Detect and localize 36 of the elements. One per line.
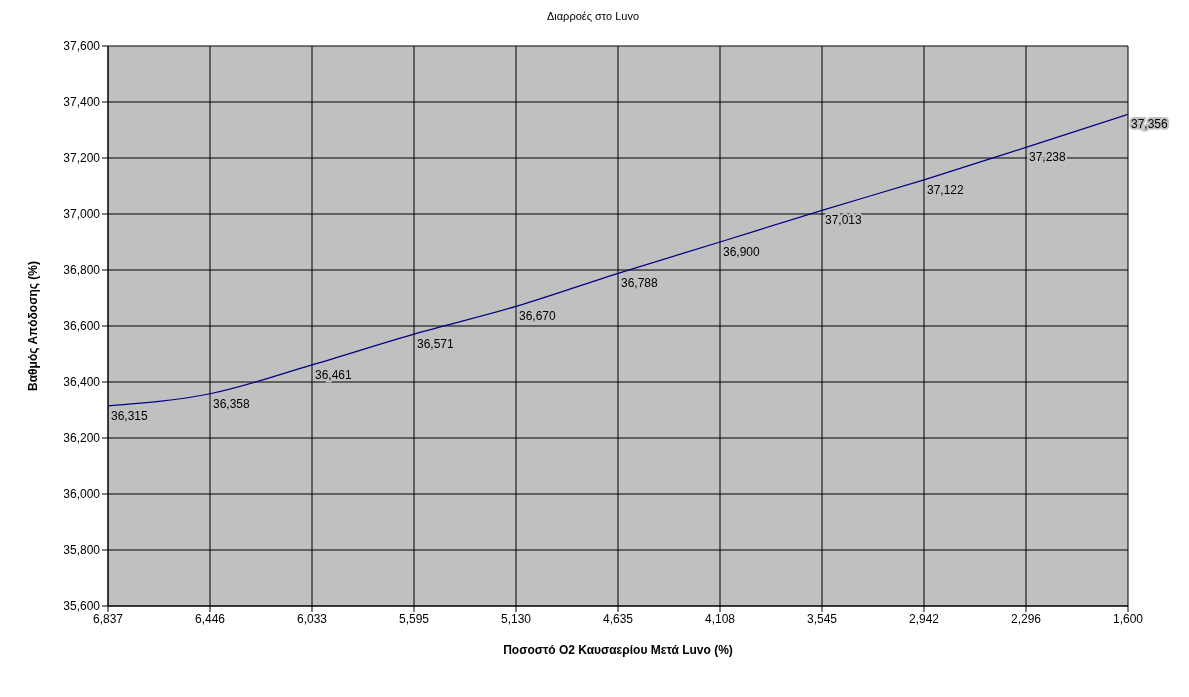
data-label: 36,461 [315, 367, 353, 382]
x-tick-label: 2,296 [1010, 611, 1042, 626]
data-label: 36,358 [213, 396, 251, 411]
x-tick-label: 6,837 [92, 611, 124, 626]
x-tick-label: 1,600 [1112, 611, 1144, 626]
x-tick-label: 4,108 [704, 611, 736, 626]
data-label: 36,670 [519, 309, 557, 324]
x-tick-label: 3,545 [806, 611, 838, 626]
x-tick-label: 6,033 [296, 611, 328, 626]
y-tick-label: 35,800 [63, 543, 101, 558]
y-tick-label: 36,000 [63, 487, 101, 502]
y-tick-label: 37,000 [63, 207, 101, 222]
data-label: 37,238 [1029, 150, 1067, 165]
y-tick-label: 37,600 [63, 39, 101, 54]
data-label: 36,315 [111, 408, 149, 423]
data-label: 37,013 [825, 213, 863, 228]
chart-title: Διαρροές στο Luvo [545, 10, 641, 22]
x-tick-label: 2,942 [908, 611, 940, 626]
y-tick-label: 36,800 [63, 263, 101, 278]
data-label: 37,356 [1131, 117, 1169, 132]
y-tick-label: 37,400 [63, 95, 101, 110]
x-tick-label: 6,446 [194, 611, 226, 626]
y-tick-label: 36,600 [63, 319, 101, 334]
data-label: 36,788 [621, 276, 659, 291]
data-label: 36,900 [723, 245, 761, 259]
y-tick-label: 35,600 [63, 599, 101, 614]
x-axis-title: Ποσοστό O2 Καυσαερίου Μετά Luvo (%) [503, 643, 733, 657]
y-tick-label: 36,200 [63, 431, 101, 446]
y-tick-label: 37,200 [63, 151, 101, 166]
x-tick-label: 5,130 [500, 611, 532, 626]
data-label: 36,571 [417, 337, 455, 352]
y-axis-title: Βαθμός Απόδοσης (%) [26, 261, 41, 391]
x-tick-label: 4,635 [602, 611, 634, 626]
y-tick-label: 36,400 [63, 375, 101, 390]
x-tick-label: 5,595 [398, 611, 430, 626]
data-label: 37,122 [927, 182, 965, 197]
